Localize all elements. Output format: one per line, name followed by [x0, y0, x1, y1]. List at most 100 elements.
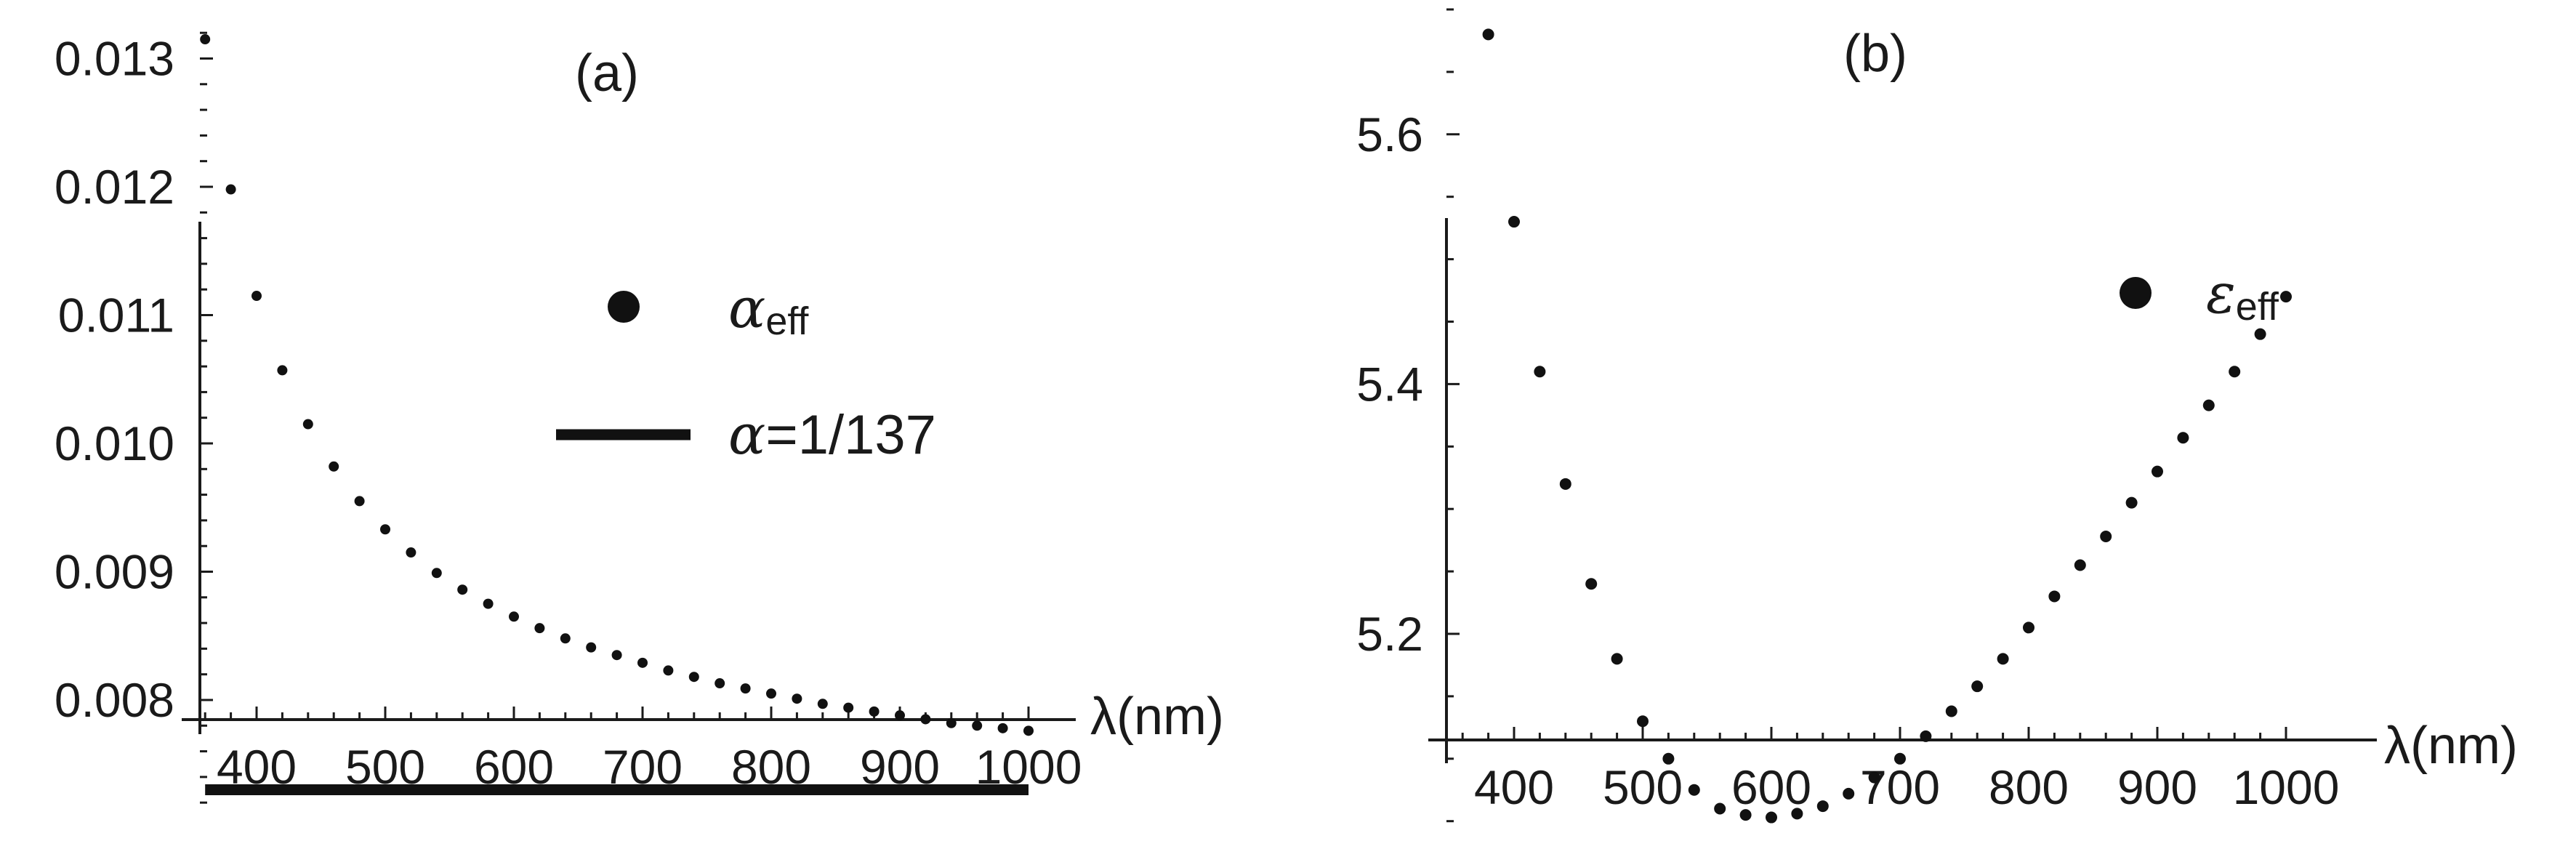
panel-b-title: (b)	[1843, 25, 1907, 83]
data-point-a	[354, 496, 365, 507]
data-point-a	[946, 717, 957, 728]
legend-alpha-eff-subscript: eff	[765, 299, 809, 343]
data-point-a	[509, 611, 519, 622]
data-point-b	[1766, 811, 1777, 824]
legend-alpha-const-label: α=1/137	[728, 402, 936, 467]
legend-alpha-eff-label: αeff	[728, 275, 809, 343]
data-point-b	[1920, 730, 1932, 742]
data-point-b	[2048, 590, 2061, 603]
data-point-b	[2177, 432, 2189, 444]
x-axis-label-a: λ(nm)	[1090, 688, 1224, 746]
y-tick-label-b: 5.6	[1356, 108, 1423, 161]
data-point-a	[406, 547, 416, 558]
data-point-b	[2229, 366, 2241, 378]
legend-a: αeff α=1/137	[556, 275, 936, 467]
data-point-b	[2100, 530, 2112, 542]
data-point-b	[2023, 621, 2034, 634]
legend-alpha-const-symbol: α	[728, 402, 765, 467]
alpha-eff-series	[200, 34, 1034, 796]
legend-epsilon-eff-label: εeff	[2206, 261, 2279, 329]
data-point-b	[1688, 784, 1700, 796]
data-point-a	[225, 184, 236, 195]
x-tick-label-b: 800	[1989, 760, 2069, 814]
y-tick-label-a: 0.008	[55, 673, 174, 727]
data-point-a	[766, 688, 776, 699]
y-tick-label-a: 0.009	[55, 545, 174, 599]
data-point-a	[997, 723, 1008, 733]
data-point-b	[1482, 28, 1494, 41]
legend-epsilon-eff-subscript: eff	[2236, 285, 2279, 329]
y-tick-label-b: 5.2	[1356, 607, 1423, 661]
data-point-a	[1023, 725, 1034, 736]
panel-a-title: (a)	[575, 44, 639, 102]
data-point-a	[663, 665, 674, 676]
data-point-b	[1714, 802, 1726, 815]
legend-b: εeff	[2120, 261, 2279, 329]
x-axis-label-b: λ(nm)	[2384, 717, 2518, 775]
data-point-a	[740, 683, 751, 694]
x-tick-label-b: 600	[1731, 760, 1811, 814]
data-point-b	[1997, 653, 2009, 665]
data-point-b	[2280, 291, 2292, 303]
data-point-b	[1585, 578, 1598, 590]
data-point-b	[1739, 809, 1752, 821]
legend-alpha-eff-symbol: α	[728, 275, 765, 340]
data-point-b	[1971, 680, 1984, 693]
data-point-a	[895, 710, 905, 721]
epsilon-eff-series	[1482, 28, 2292, 824]
data-point-a	[277, 365, 288, 376]
data-point-a	[869, 706, 880, 717]
y-tick-label-b: 5.4	[1356, 357, 1423, 411]
data-point-b	[1791, 808, 1803, 820]
data-point-a	[380, 524, 390, 535]
data-point-b	[1637, 715, 1649, 728]
data-point-b	[2152, 465, 2163, 478]
x-tick-label-b: 900	[2117, 760, 2197, 814]
data-point-b	[1945, 705, 1957, 717]
data-point-b	[2254, 328, 2266, 340]
data-point-a	[534, 623, 545, 634]
data-point-a	[200, 34, 211, 45]
data-point-b	[2202, 399, 2215, 411]
data-point-a	[920, 714, 931, 725]
legend-alpha-const-value: =1/137	[765, 404, 936, 466]
data-point-b	[1611, 653, 1623, 665]
data-point-a	[431, 568, 442, 579]
legend-epsilon-eff-symbol: ε	[2206, 261, 2236, 326]
data-point-b	[1894, 752, 1906, 765]
data-point-a	[611, 650, 622, 661]
data-point-b	[1559, 478, 1571, 490]
data-point-a	[792, 693, 802, 704]
data-point-a	[972, 720, 983, 731]
data-point-a	[637, 657, 648, 668]
legend-epsilon-eff-marker	[2120, 277, 2152, 309]
data-point-a	[329, 461, 339, 472]
data-point-a	[586, 642, 597, 653]
data-point-b	[2125, 496, 2138, 509]
y-tick-label-a: 0.010	[55, 417, 174, 470]
data-point-b	[2074, 559, 2086, 571]
y-tick-label-a: 0.012	[55, 160, 174, 214]
data-point-b	[1868, 771, 1880, 784]
data-point-a	[302, 419, 313, 430]
data-point-b	[1508, 216, 1520, 228]
panel-a: (a) 400 500 600 700 800 900 10000.0080.0090.01…	[55, 32, 1224, 804]
data-point-b	[1843, 787, 1855, 800]
data-point-b	[1534, 366, 1546, 378]
data-point-a	[715, 678, 725, 689]
data-point-a	[457, 584, 468, 595]
data-point-a	[483, 598, 494, 609]
data-point-a	[560, 633, 571, 644]
y-tick-label-a: 0.013	[55, 32, 174, 86]
data-point-b	[1816, 800, 1829, 813]
data-point-a	[688, 672, 699, 683]
x-tick-label-b: 700	[1860, 760, 1940, 814]
x-tick-label-b: 500	[1603, 760, 1683, 814]
data-point-a	[251, 291, 262, 302]
data-point-b	[1662, 752, 1675, 765]
data-point-a	[843, 702, 854, 713]
x-tick-label-b: 400	[1474, 760, 1554, 814]
